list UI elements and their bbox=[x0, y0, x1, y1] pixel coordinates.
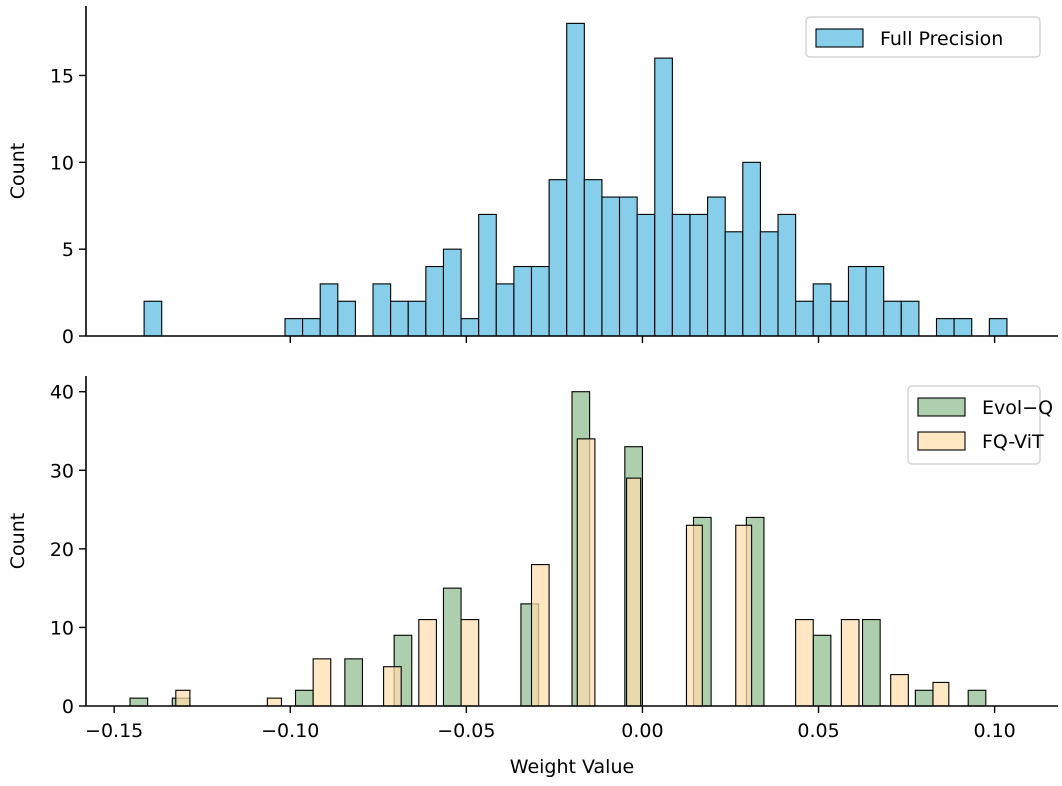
bar-fq-vit-10 bbox=[735, 524, 753, 707]
bar-full-precision-0 bbox=[143, 300, 163, 337]
legend-frame bbox=[805, 16, 1041, 58]
bar-full-precision-34 bbox=[883, 300, 902, 337]
y-tick-label: 10 bbox=[50, 617, 74, 639]
bar-full-precision-7 bbox=[407, 300, 427, 337]
bottom-panel: 0 10 20 30 40 −0.15 −0.10 −0.05 0.00 0.05 0.10 Coun… bbox=[7, 376, 1058, 778]
y-tick-label: 0 bbox=[62, 696, 74, 718]
bar-fq-vit-5 bbox=[460, 619, 480, 707]
bar-full-precision-38 bbox=[988, 318, 1008, 337]
bar-full-precision-23 bbox=[689, 213, 709, 337]
x-tick-label: −0.05 bbox=[437, 720, 495, 742]
bar-evol-q-2 bbox=[294, 689, 314, 707]
bar-full-precision-36 bbox=[935, 318, 955, 337]
bar-full-precision-28 bbox=[777, 213, 797, 337]
bar-full-precision-8 bbox=[425, 265, 445, 337]
y-axis-title: Count bbox=[7, 513, 29, 569]
bar-fq-vit-7 bbox=[576, 438, 596, 707]
x-axis-title: Weight Value bbox=[510, 756, 634, 778]
bar-full-precision-19 bbox=[618, 196, 638, 337]
bar-evol-q-0 bbox=[129, 697, 149, 707]
legend: Full Precision bbox=[805, 16, 1041, 58]
bar-fq-vit-4 bbox=[418, 619, 437, 707]
bar-evol-q-3 bbox=[344, 658, 364, 707]
bar-full-precision-13 bbox=[513, 265, 533, 337]
y-tick-label: 10 bbox=[50, 152, 74, 174]
x-tick-label: 0.05 bbox=[797, 720, 839, 742]
bar-evol-q-12 bbox=[861, 619, 881, 707]
bar-full-precision-12 bbox=[495, 283, 515, 337]
bar-fq-vit-0 bbox=[175, 689, 191, 707]
bar-fq-vit-6 bbox=[530, 564, 550, 707]
bar-full-precision-21 bbox=[654, 57, 673, 337]
bar-evol-q-14 bbox=[967, 689, 987, 707]
bar-fq-vit-2 bbox=[312, 658, 332, 707]
y-tick-label: 20 bbox=[50, 539, 74, 561]
legend-label: Full Precision bbox=[880, 28, 1003, 50]
bar-full-precision-20 bbox=[636, 213, 656, 337]
bar-fq-vit-11 bbox=[795, 619, 814, 707]
legend-swatch bbox=[917, 431, 966, 451]
bar-fq-vit-14 bbox=[932, 681, 950, 707]
y-tick-label: 0 bbox=[62, 326, 74, 348]
bar-full-precision-6 bbox=[390, 300, 409, 337]
bar-full-precision-15 bbox=[548, 179, 568, 337]
x-tick-label: 0.10 bbox=[973, 720, 1015, 742]
bar-full-precision-35 bbox=[900, 300, 920, 337]
bar-evol-q-5 bbox=[442, 587, 462, 707]
bar-fq-vit-8 bbox=[626, 477, 642, 707]
y-axis-title: Count bbox=[7, 143, 29, 199]
bar-fq-vit-13 bbox=[890, 674, 909, 707]
legend-swatch bbox=[917, 397, 966, 417]
bar-full-precision-29 bbox=[795, 300, 814, 337]
bar-fq-vit-9 bbox=[685, 524, 703, 707]
bar-fq-vit-1 bbox=[266, 697, 283, 707]
bar-full-precision-30 bbox=[812, 283, 832, 337]
bar-full-precision-5 bbox=[372, 283, 392, 337]
bar-full-precision-9 bbox=[442, 248, 462, 337]
bar-full-precision-10 bbox=[460, 318, 480, 337]
bar-evol-q-13 bbox=[914, 689, 934, 707]
bar-full-precision-32 bbox=[847, 265, 867, 337]
y-tick-label: 15 bbox=[50, 65, 74, 87]
bar-full-precision-25 bbox=[724, 231, 744, 337]
bar-full-precision-14 bbox=[530, 265, 550, 337]
bar-evol-q-11 bbox=[812, 634, 832, 707]
bar-full-precision-24 bbox=[707, 196, 726, 337]
bar-full-precision-2 bbox=[302, 318, 321, 337]
legend: Evol−Q FQ-ViT bbox=[907, 385, 1053, 465]
bar-full-precision-3 bbox=[319, 283, 339, 337]
x-tick-label: −0.15 bbox=[85, 720, 143, 742]
legend-label: Evol−Q bbox=[982, 397, 1053, 419]
bar-full-precision-33 bbox=[865, 265, 885, 337]
bar-full-precision-11 bbox=[478, 213, 497, 337]
bar-full-precision-31 bbox=[830, 300, 850, 337]
legend-label: FQ-ViT bbox=[982, 431, 1044, 453]
bar-full-precision-18 bbox=[601, 196, 621, 337]
bar-full-precision-16 bbox=[566, 22, 585, 337]
x-tick-label: −0.10 bbox=[261, 720, 319, 742]
bar-fq-vit-12 bbox=[840, 619, 860, 707]
top-panel: 0 5 10 15 Count Full Precision bbox=[7, 6, 1058, 348]
x-tick-label: 0.00 bbox=[621, 720, 663, 742]
y-tick-label: 5 bbox=[62, 239, 74, 261]
bar-full-precision-26 bbox=[742, 161, 761, 337]
bar-fq-vit-3 bbox=[383, 666, 402, 707]
bar-full-precision-4 bbox=[337, 300, 356, 337]
bar-full-precision-17 bbox=[583, 179, 603, 337]
bar-full-precision-1 bbox=[284, 318, 304, 337]
bar-full-precision-37 bbox=[953, 318, 973, 337]
bar-full-precision-27 bbox=[759, 231, 779, 337]
y-tick-label: 40 bbox=[50, 382, 74, 404]
y-tick-label: 30 bbox=[50, 460, 74, 482]
legend-swatch bbox=[815, 28, 864, 48]
bar-full-precision-22 bbox=[671, 213, 691, 337]
